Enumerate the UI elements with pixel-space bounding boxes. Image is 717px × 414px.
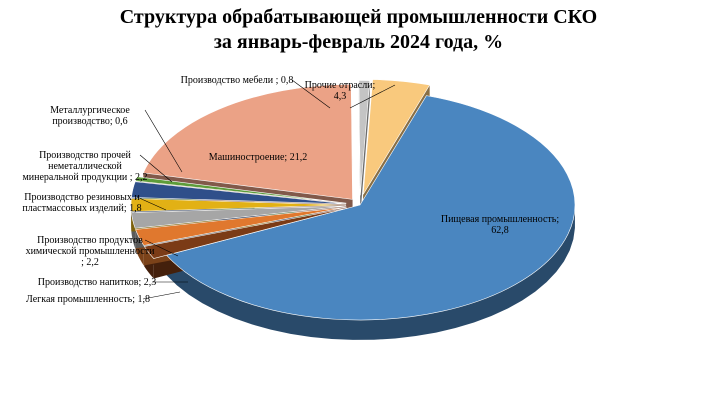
leader-line (349, 84, 396, 109)
chart-title-line-2: за январь-февраль 2024 года, % (213, 31, 504, 53)
pie-slice (358, 80, 371, 196)
pie-slice (142, 84, 353, 200)
leader-line (136, 196, 167, 211)
data-labels: Пищевая промышленность; 62,8 Легкая промыш… (22, 75, 559, 305)
pie-slice (143, 207, 348, 259)
pie-slice (135, 206, 347, 246)
leader-line (142, 291, 181, 300)
slice-label: Металлургическое производство; 0,6 (50, 105, 130, 127)
leader-line (144, 109, 183, 173)
slice-label: Производство продуктов химической промышл… (26, 235, 155, 268)
pie-slice (134, 176, 347, 204)
slice-label: Производство прочей неметаллической минера… (22, 150, 147, 183)
slice-label: Легкая промышленность; 1,8 (26, 294, 150, 305)
slice-wall (360, 80, 370, 216)
slice-label: Производство мебели ; 0,8 (181, 75, 294, 86)
slice-label: Производство напитков; 2,3 (38, 277, 157, 288)
slice-label: Машиностроение; 21,2 (209, 152, 307, 163)
chart-title-line-1: Структура обрабатывающей промышленности … (119, 6, 598, 28)
pie-slice (131, 205, 347, 229)
pie-slice (362, 79, 431, 195)
pie-slice (130, 198, 347, 212)
pie-tops (130, 79, 576, 321)
slice-label: Пищевая промышленность; 62,8 (441, 214, 559, 236)
pie-slice (166, 95, 576, 321)
leader-line (139, 154, 173, 183)
leader-line (144, 239, 179, 257)
slice-label: Прочие отрасли; 4,3 (305, 80, 376, 102)
slice-rim (166, 207, 575, 340)
slice-label: Производство резиновых и пластмассовых из… (22, 192, 141, 214)
pie-slice (131, 181, 347, 205)
leader-line (291, 79, 331, 109)
